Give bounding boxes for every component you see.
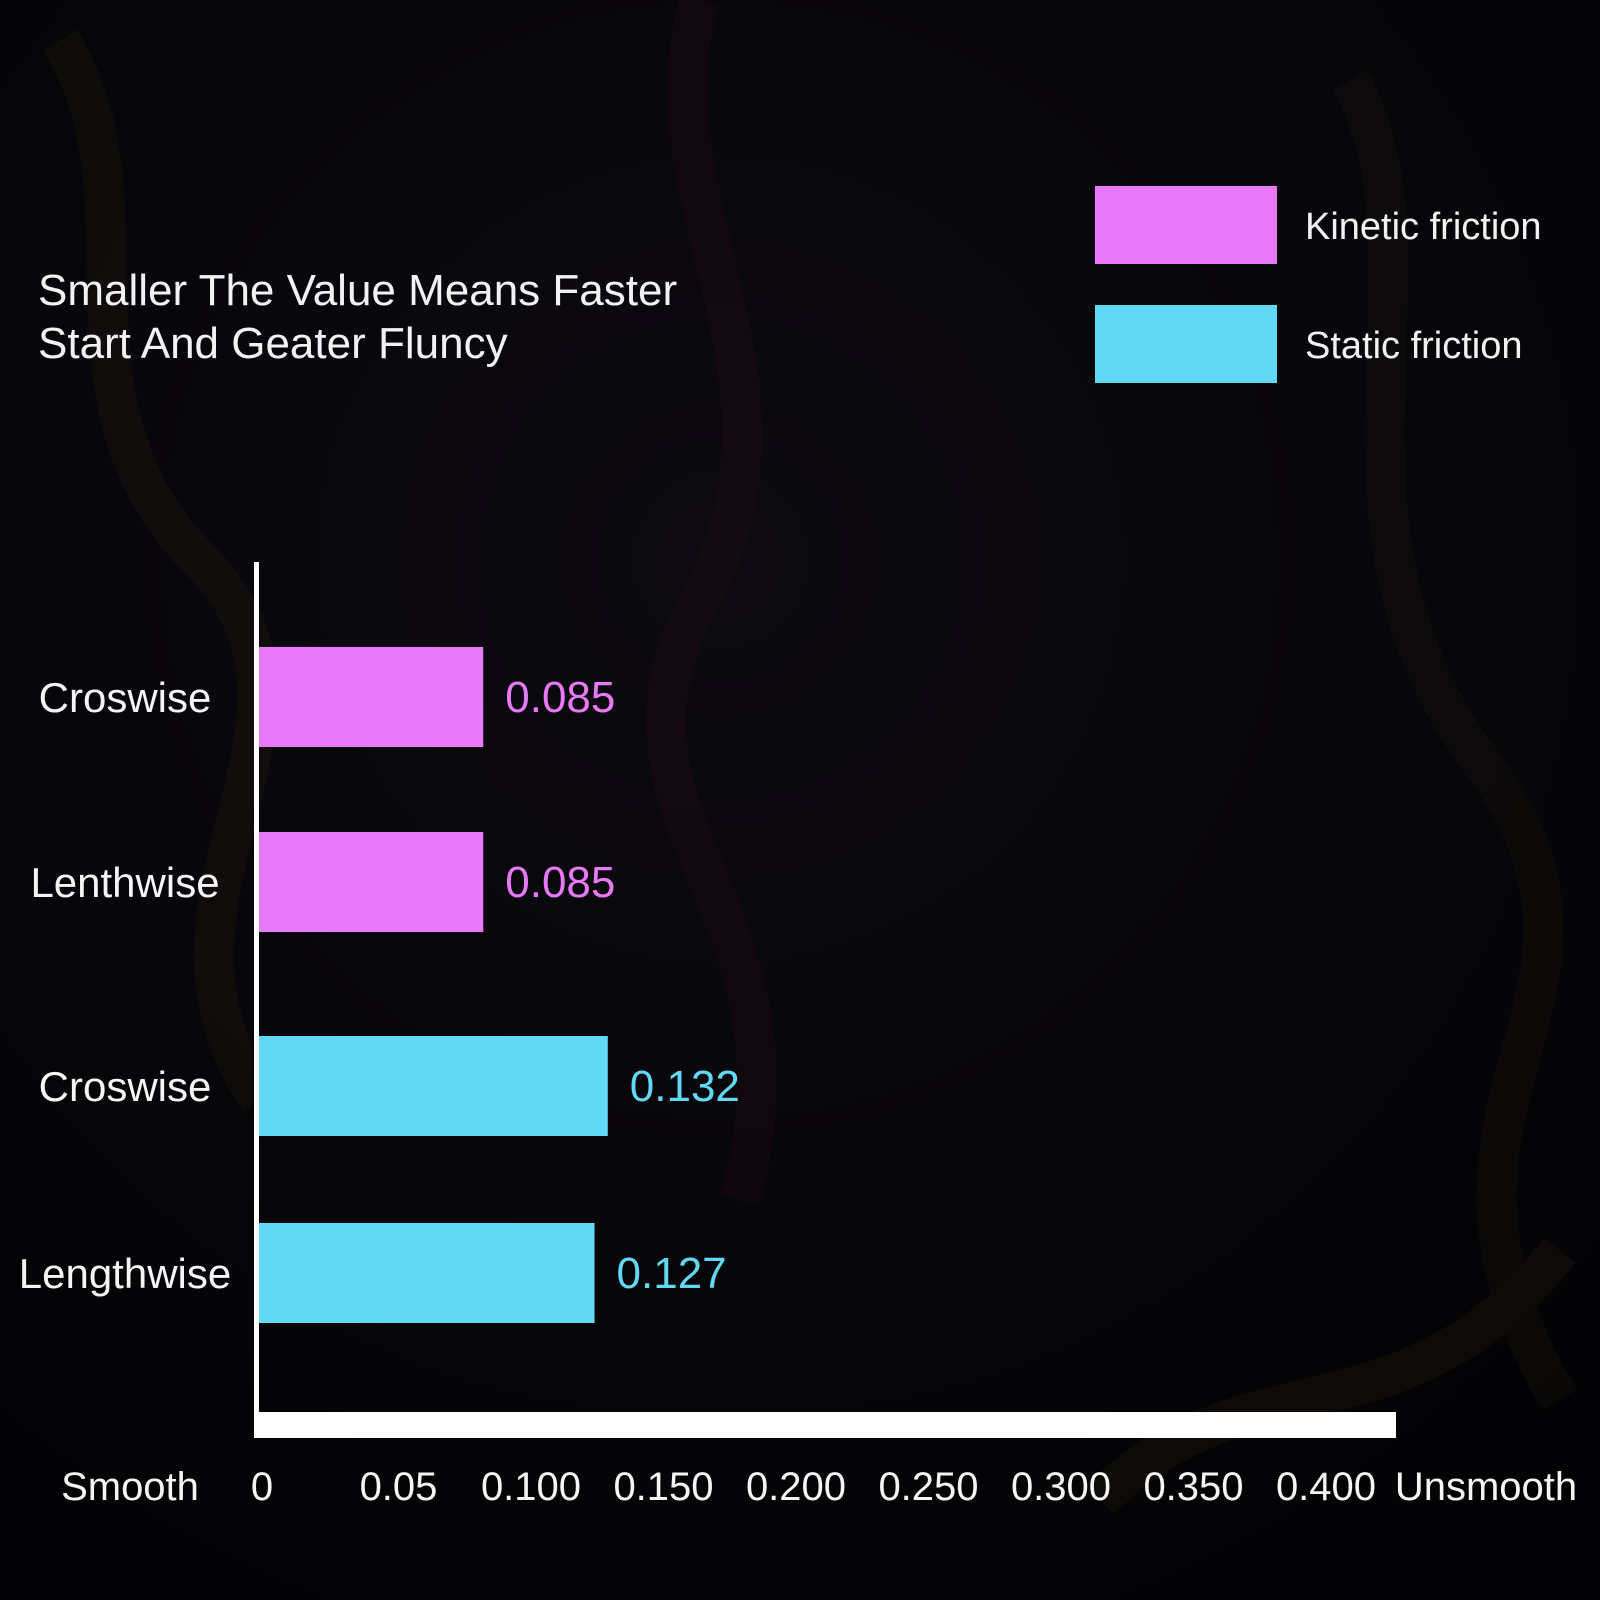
category-label-1: Lenthwise xyxy=(30,859,219,906)
axes-group xyxy=(254,562,1396,1438)
bar-1 xyxy=(258,832,484,932)
category-label-3: Lengthwise xyxy=(19,1250,231,1297)
x-tick-label-4: 0.200 xyxy=(746,1465,846,1509)
x-tick-label-0: 0 xyxy=(251,1465,273,1509)
bars-group: Croswise 0.085 Lenthwise 0.085 Croswise 0.132… xyxy=(19,647,740,1323)
title-line-1: Smaller The Value Means Faster xyxy=(38,266,677,315)
x-tick-labels: Smooth 0 0.05 0.100 0.150 0.200 0.250 0.300 0.35… xyxy=(61,1465,1577,1509)
x-axis-start-label: Smooth xyxy=(61,1465,199,1509)
x-tick-label-3: 0.150 xyxy=(613,1465,713,1509)
bar-2 xyxy=(258,1036,608,1136)
x-tick-label-2: 0.100 xyxy=(481,1465,581,1509)
x-axis-bar xyxy=(254,1412,1396,1438)
y-axis-line xyxy=(254,562,259,1432)
x-tick-label-8: 0.400 xyxy=(1276,1465,1376,1509)
legend: Kinetic friction Static friction xyxy=(1095,186,1542,383)
x-tick-label-7: 0.350 xyxy=(1143,1465,1243,1509)
data-label-2: 0.132 xyxy=(630,1062,740,1111)
data-label-3: 0.127 xyxy=(617,1249,727,1298)
category-label-0: Croswise xyxy=(39,674,212,721)
legend-swatch-kinetic xyxy=(1095,186,1277,264)
data-label-1: 0.085 xyxy=(505,858,615,907)
background-swirls xyxy=(42,0,1578,1515)
legend-swatch-static xyxy=(1095,305,1277,383)
title-line-2: Start And Geater Fluncy xyxy=(38,319,508,368)
bar-0 xyxy=(258,647,484,747)
legend-label-static: Static friction xyxy=(1305,325,1523,367)
x-tick-label-5: 0.250 xyxy=(878,1465,978,1509)
legend-label-kinetic: Kinetic friction xyxy=(1305,206,1542,248)
x-tick-label-6: 0.300 xyxy=(1011,1465,1111,1509)
category-label-2: Croswise xyxy=(39,1063,212,1110)
bar-3 xyxy=(258,1223,595,1323)
chart-title: Smaller The Value Means Faster Start And… xyxy=(38,266,677,368)
x-axis-end-label: Unsmooth xyxy=(1395,1465,1577,1509)
x-tick-label-1: 0.05 xyxy=(360,1465,438,1509)
data-label-0: 0.085 xyxy=(505,673,615,722)
